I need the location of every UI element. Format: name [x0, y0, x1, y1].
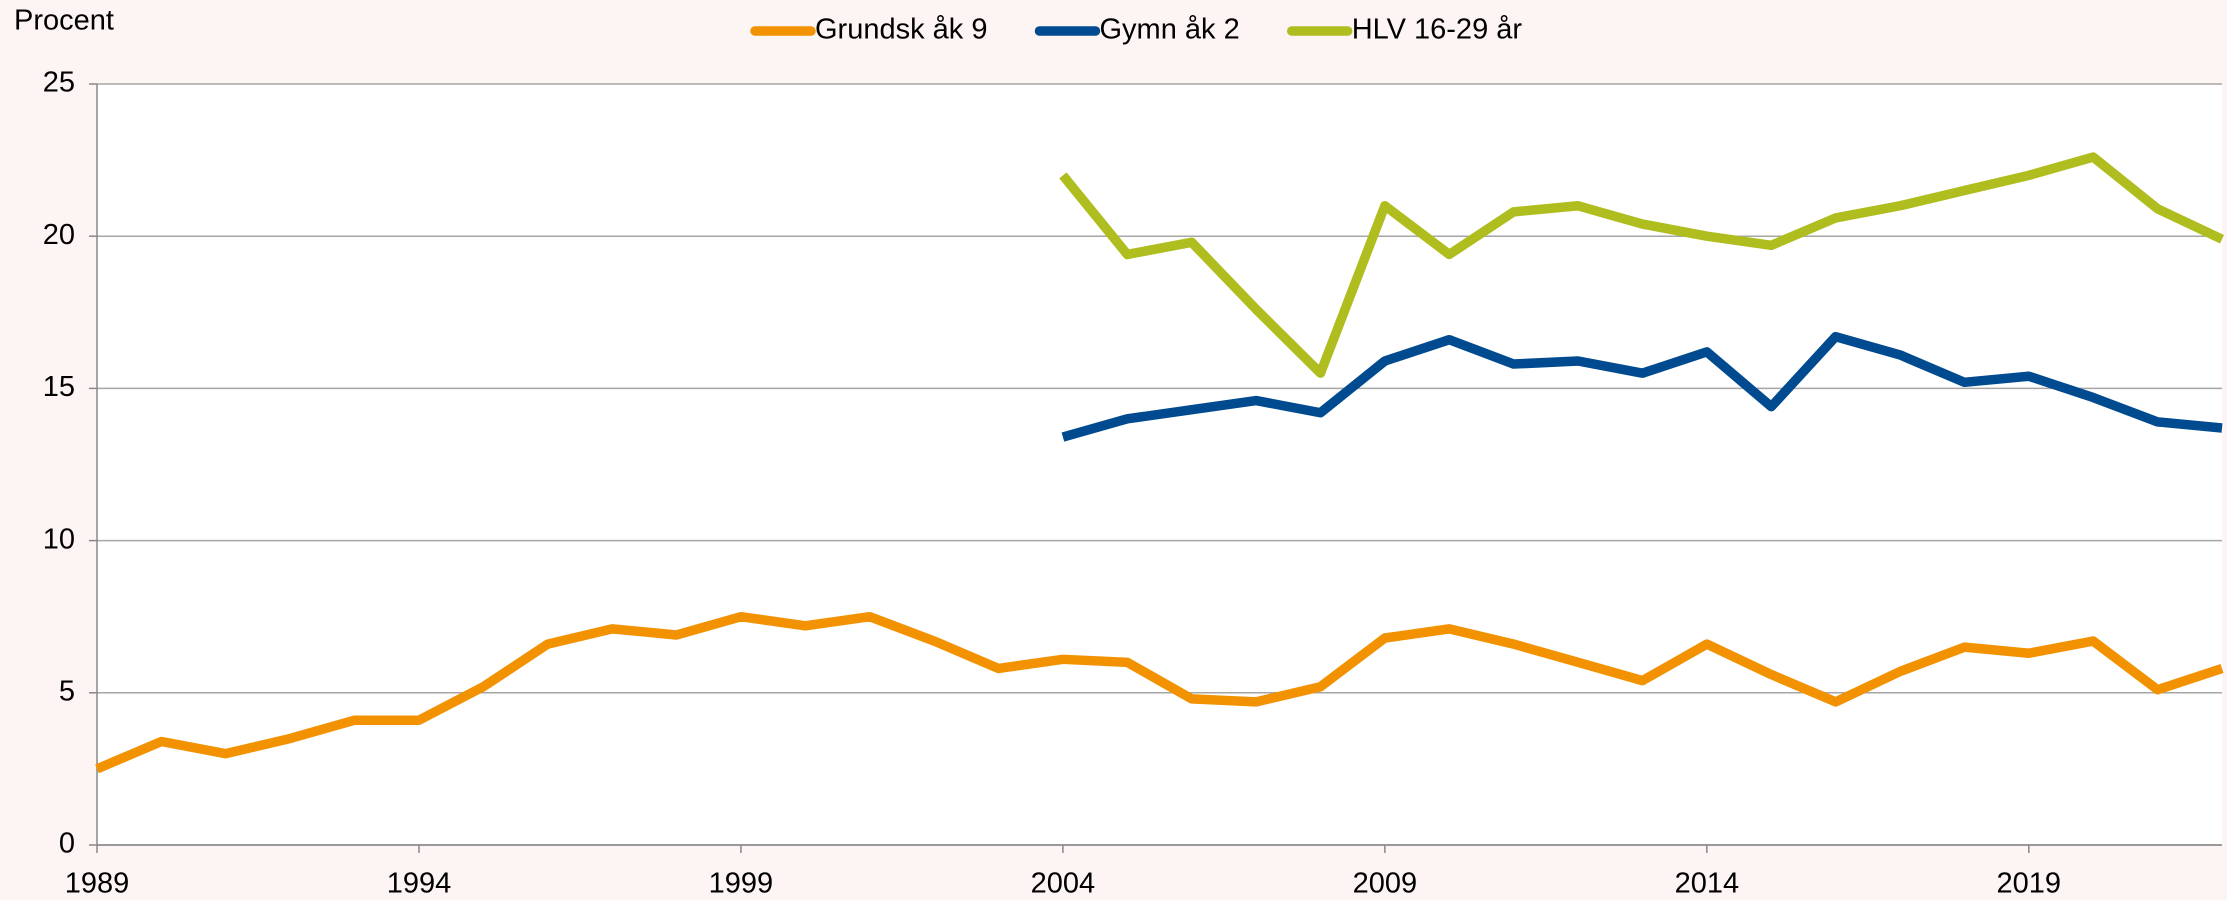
- legend-label: HLV 16-29 år: [1352, 14, 1523, 46]
- legend-label: Gymn åk 2: [1099, 14, 1239, 46]
- y-tick-label: 5: [59, 675, 75, 707]
- y-tick-label: 0: [59, 828, 75, 860]
- x-tick-label: 2014: [1675, 868, 1740, 900]
- series-line: [1059, 152, 2225, 378]
- y-axis-label: Procent: [14, 5, 114, 37]
- series-line: [95, 611, 2224, 774]
- series-line: [1061, 331, 2223, 442]
- legend-label: Grundsk åk 9: [815, 14, 987, 46]
- plot-area: [97, 84, 2222, 845]
- x-tick-label: 1994: [387, 868, 452, 900]
- x-tick-label: 1999: [709, 868, 774, 900]
- x-tick-label: 2004: [1031, 868, 1096, 900]
- y-tick-label: 10: [43, 523, 75, 555]
- y-tick-label: 15: [43, 371, 75, 403]
- y-tick-label: 20: [43, 219, 75, 251]
- x-tick-label: 2019: [1997, 868, 2062, 900]
- y-tick-label: 25: [43, 67, 75, 99]
- x-tick-label: 2009: [1353, 868, 1418, 900]
- x-tick-label: 1989: [65, 868, 130, 900]
